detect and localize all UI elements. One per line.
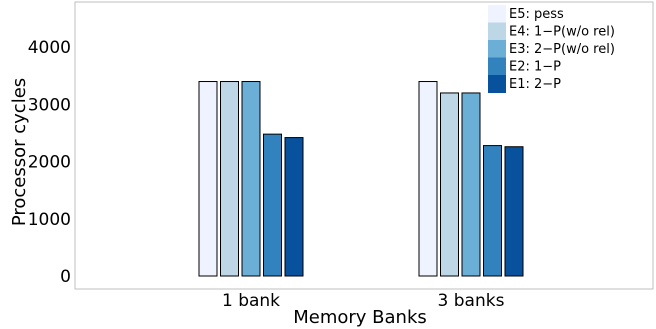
bar xyxy=(241,81,261,277)
legend-swatch xyxy=(488,22,506,41)
bar xyxy=(504,146,524,277)
legend-swatch xyxy=(488,75,506,93)
plot-frame xyxy=(74,1,654,290)
bar xyxy=(461,92,481,277)
y-tick-label: 3000 xyxy=(28,95,71,115)
legend: E5: pess E4: 1−P(w/o rel) E3: 2−P(w/o rel)… xyxy=(488,5,615,93)
bar xyxy=(418,81,438,277)
bar xyxy=(483,145,502,277)
bar xyxy=(198,81,218,277)
bar xyxy=(263,133,282,277)
bar xyxy=(284,137,304,277)
legend-label: E2: 1−P xyxy=(509,60,561,75)
x-axis-label: Memory Banks xyxy=(293,307,427,328)
y-tick-label: 0 xyxy=(60,267,71,287)
x-tick-label: 3 banks xyxy=(438,291,505,311)
legend-label: E3: 2−P(w/o rel) xyxy=(509,42,615,57)
y-tick-label: 2000 xyxy=(28,153,71,173)
y-tick-label: 4000 xyxy=(28,38,71,58)
y-axis-label: Processor cycles xyxy=(9,78,30,226)
y-axis-ticks: 0 1000 2000 3000 4000 xyxy=(28,38,71,287)
bar-marks xyxy=(198,81,524,277)
y-tick-label: 1000 xyxy=(28,210,71,230)
legend-swatch xyxy=(488,40,506,58)
x-tick-label: 1 bank xyxy=(222,291,280,311)
legend-swatch xyxy=(488,57,506,76)
legend-label: E1: 2−P xyxy=(509,77,561,92)
bar xyxy=(440,92,459,277)
bar xyxy=(220,81,239,277)
legend-swatch xyxy=(488,5,506,23)
legend-label: E5: pess xyxy=(509,7,564,22)
legend-label: E4: 1−P(w/o rel) xyxy=(509,25,615,40)
x-axis-ticks: 1 bank 3 banks xyxy=(222,291,505,311)
